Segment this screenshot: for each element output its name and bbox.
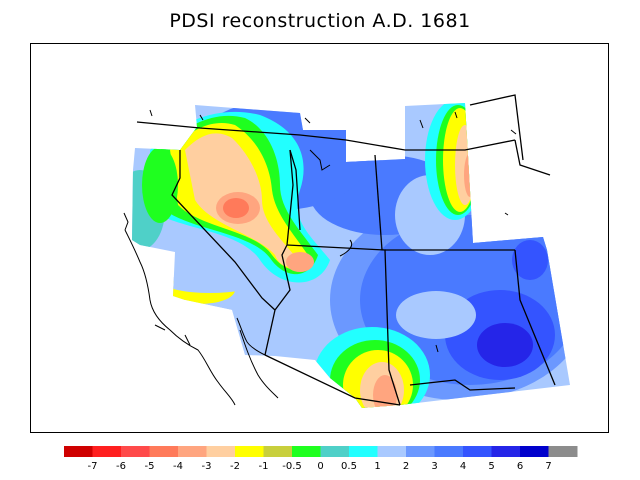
coastline — [123, 109, 517, 406]
legend-tick-label: -4 — [173, 461, 183, 472]
legend-tick-label: 0 — [317, 461, 323, 472]
legend-tick-label: -2 — [230, 461, 240, 472]
legend-swatch — [263, 446, 293, 457]
legend-tick-label: -7 — [88, 461, 98, 472]
border-nevada-utah — [274, 149, 294, 311]
legend-tick-label: -0.5 — [282, 461, 302, 472]
legend-swatch — [292, 446, 321, 457]
dry-anomaly-northeast — [425, 103, 485, 220]
legend-tick-label: -6 — [116, 461, 126, 472]
border-north-plains — [469, 94, 524, 161]
legend-swatch — [463, 446, 492, 457]
legend-swatch — [434, 446, 464, 457]
legend-tick-label: 2 — [403, 461, 409, 472]
border-states-west — [171, 150, 276, 311]
legend-swatch — [64, 446, 93, 457]
legend-tick-label: 7 — [545, 461, 551, 472]
legend-swatch — [548, 446, 578, 457]
legend-tick-label: 6 — [517, 461, 523, 472]
legend-swatch — [406, 446, 435, 457]
legend-tick-label: 5 — [488, 461, 494, 472]
legend-swatch — [520, 446, 549, 457]
legend-tick-label: 0.5 — [341, 461, 357, 472]
canada-border — [136, 121, 516, 151]
boundaries — [136, 94, 556, 406]
legend-swatch — [349, 446, 378, 457]
border-idaho-montana — [289, 149, 301, 231]
legend-swatch — [491, 446, 521, 457]
border-new-mexico — [514, 249, 556, 386]
border-wyoming — [374, 154, 383, 251]
legend-swatch — [320, 446, 350, 457]
legend-swatch — [149, 446, 179, 457]
pdsi-field — [132, 103, 570, 408]
legend-tick-label: -1 — [259, 461, 269, 472]
border-oklahoma — [409, 379, 516, 391]
border-mexico — [264, 309, 276, 356]
legend-swatch — [235, 446, 264, 457]
legend-tick-label: -5 — [145, 461, 155, 472]
dry-anomaly-southwest — [314, 327, 430, 408]
border-dakotas — [514, 139, 551, 176]
border-utah-colorado — [286, 244, 401, 406]
map-title: PDSI reconstruction A.D. 1681 — [169, 10, 471, 32]
legend-swatch — [178, 446, 207, 457]
legend-tick-label: 4 — [460, 461, 466, 472]
legend-colorbar: -7 -6 -5 -4 -3 -2 -1 -0.5 0 0.5 1 2 3 4 5 6 7 — [64, 446, 578, 472]
legend-swatch — [121, 446, 150, 457]
border-arizona-sonora — [264, 354, 401, 406]
legend-swatch — [377, 446, 407, 457]
legend-tick-label: 3 — [431, 461, 437, 472]
legend-swatch — [92, 446, 122, 457]
legend-tick-label: 1 — [374, 461, 380, 472]
map-frame — [30, 43, 609, 433]
legend-swatch — [206, 446, 236, 457]
legend-tick-label: -3 — [202, 461, 212, 472]
